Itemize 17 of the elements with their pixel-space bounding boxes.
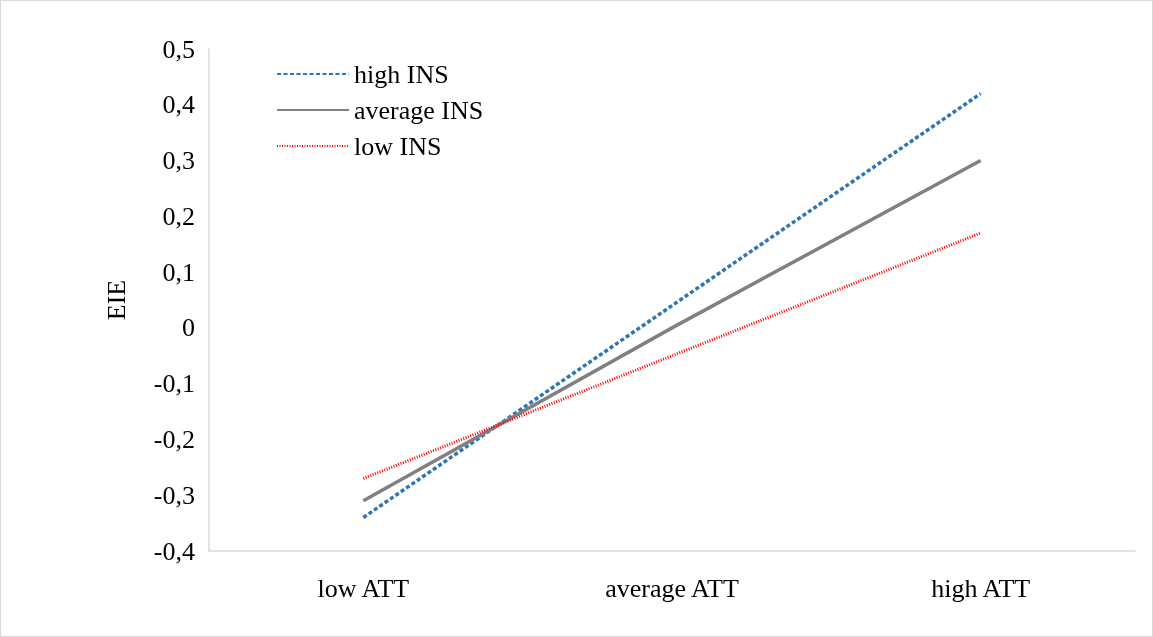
y-tick-label: 0: [182, 313, 195, 343]
y-tick-label: -0,1: [153, 369, 195, 399]
y-tick-label: 0,2: [162, 201, 195, 231]
legend-label: high INS: [354, 59, 449, 89]
x-tick-label: average ATT: [605, 573, 739, 603]
y-tick-label: -0,3: [153, 480, 195, 510]
y-tick-label: 0,4: [162, 90, 195, 120]
x-tick-label: high ATT: [931, 573, 1031, 603]
legend-label: average INS: [354, 95, 484, 125]
y-tick-label: 0,5: [162, 34, 195, 64]
y-tick-label: -0,4: [153, 536, 195, 566]
y-axis-title: EIE: [101, 279, 131, 321]
y-tick-label: 0,1: [162, 257, 195, 287]
y-tick-label: -0,2: [153, 424, 195, 454]
y-tick-label: 0,3: [162, 146, 195, 176]
x-tick-label: low ATT: [317, 573, 410, 603]
legend-label: low INS: [354, 131, 442, 161]
